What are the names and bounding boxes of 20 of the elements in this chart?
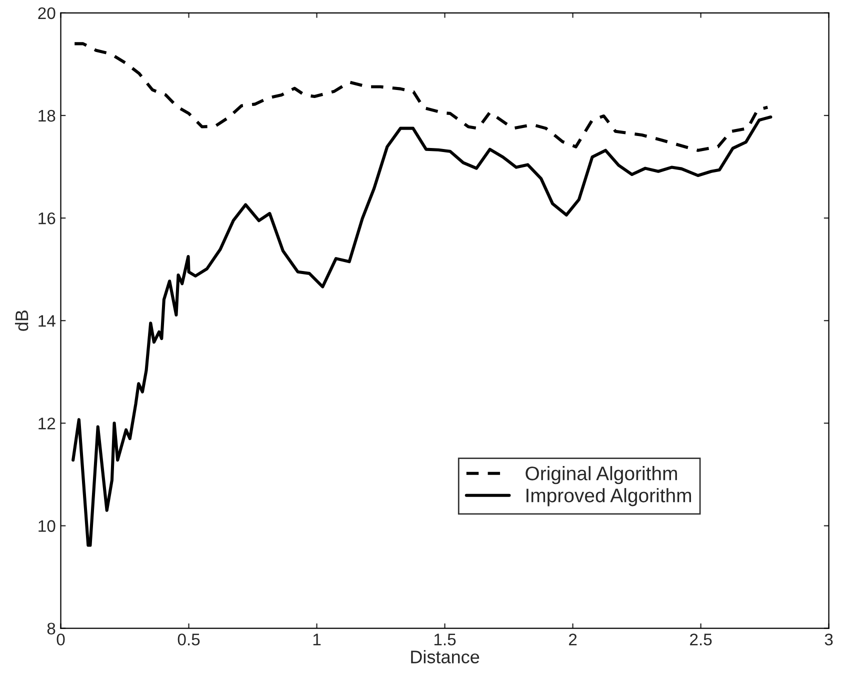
y-tick-label: 8 (47, 622, 56, 635)
y-tick-label: 20 (38, 7, 56, 20)
y-tick-label: 10 (38, 520, 56, 532)
x-tick-label: 0 (56, 634, 65, 646)
y-axis-title: dB (14, 310, 28, 331)
line-series (73, 42, 770, 152)
x-tick-label: 0.5 (178, 634, 200, 646)
line-series (72, 115, 772, 547)
y-tick-label: 14 (38, 315, 56, 327)
x-axis-title: Distance (411, 650, 480, 664)
y-tick-label: 18 (38, 110, 56, 122)
y-tick-label: 12 (38, 418, 56, 430)
x-tick-label: 2 (569, 634, 577, 646)
legend-label: Original Algorithm (526, 466, 677, 484)
x-tick-label: 2.5 (690, 634, 712, 646)
x-tick-label: 3 (824, 634, 833, 646)
legend-label: Improved Algorithm (526, 488, 691, 506)
x-tick-label: 1 (313, 634, 321, 646)
x-tick-label: 1.5 (434, 634, 456, 646)
y-tick-label: 16 (38, 212, 56, 224)
